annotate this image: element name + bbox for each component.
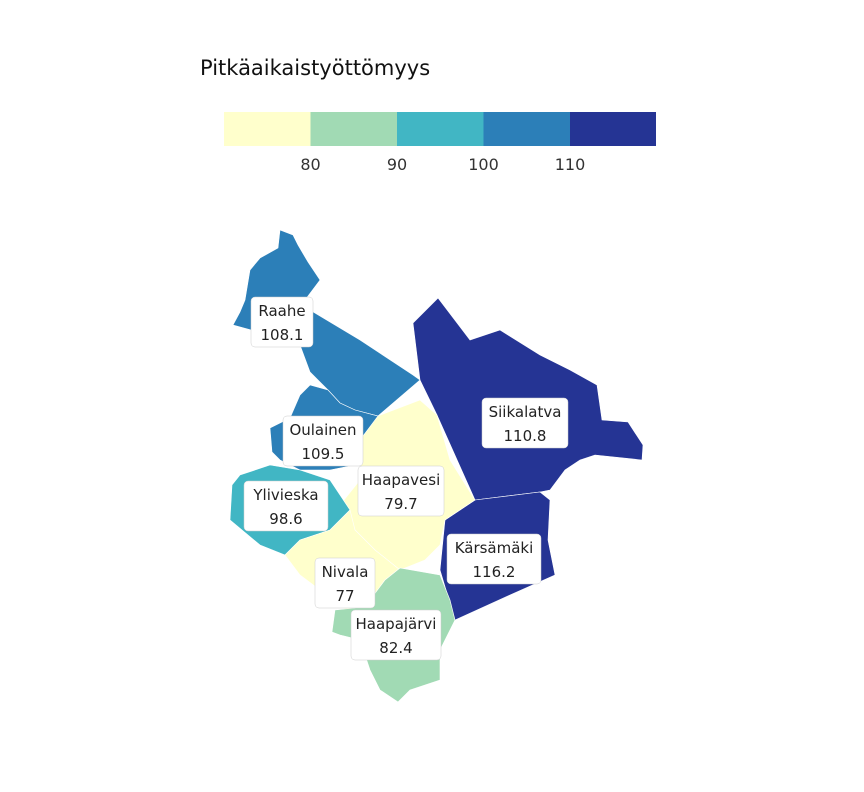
legend-swatch-1 <box>224 112 311 146</box>
legend-swatch-2 <box>310 112 397 146</box>
label-name-karsamaki: Kärsämäki <box>455 539 534 557</box>
label-name-siikalatva: Siikalatva <box>489 403 562 421</box>
label-value-haapavesi: 79.7 <box>384 495 417 513</box>
legend-swatch-4 <box>483 112 570 146</box>
legend-swatch-5 <box>570 112 656 146</box>
legend-tick-100: 100 <box>468 155 499 174</box>
label-value-karsamaki: 116.2 <box>473 563 516 581</box>
label-value-oulainen: 109.5 <box>302 445 345 463</box>
legend-tick-90: 90 <box>387 155 407 174</box>
label-value-raahe: 108.1 <box>261 326 304 344</box>
label-box-ylivieska <box>243 480 329 532</box>
label-box-haapajarvi <box>350 609 442 661</box>
label-box-raahe <box>250 296 314 348</box>
label-name-haapavesi: Haapavesi <box>362 471 440 489</box>
label-box-oulainen <box>282 415 364 467</box>
legend-title: Pitkäaikaistyöttömyys <box>200 56 431 80</box>
label-value-siikalatva: 110.8 <box>504 427 547 445</box>
label-box-siikalatva <box>481 397 569 449</box>
label-name-haapajarvi: Haapajärvi <box>356 615 437 633</box>
label-name-ylivieska: Ylivieska <box>252 486 318 504</box>
label-box-nivala <box>314 557 376 609</box>
legend-scale: 80 90 100 110 <box>224 112 656 174</box>
legend-swatch-3 <box>397 112 484 146</box>
label-value-haapajarvi: 82.4 <box>379 639 412 657</box>
legend-tick-80: 80 <box>300 155 320 174</box>
label-name-oulainen: Oulainen <box>289 421 356 439</box>
legend-tick-110: 110 <box>555 155 586 174</box>
label-name-raahe: Raahe <box>258 302 305 320</box>
region-labels: Raahe 108.1 Oulainen 109.5 Ylivieska 98.6 Haap… <box>243 296 569 661</box>
label-box-haapavesi <box>357 465 445 517</box>
label-name-nivala: Nivala <box>322 563 369 581</box>
label-value-nivala: 77 <box>335 587 354 605</box>
label-value-ylivieska: 98.6 <box>269 510 302 528</box>
label-box-karsamaki <box>446 533 542 585</box>
